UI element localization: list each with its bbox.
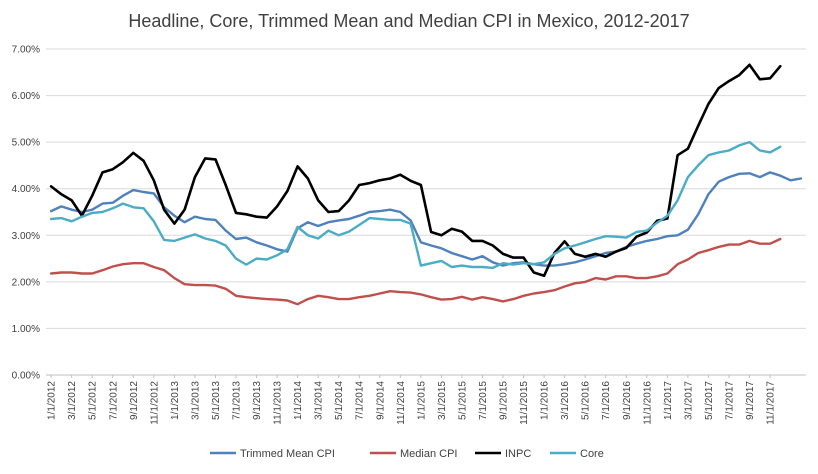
x-axis-ticks: 1/1/2012 3/1/2012 5/1/2012 7/1/2012 9/1/2012… — [47, 375, 777, 425]
x-tick-label: 11/1/2014 — [396, 381, 407, 425]
y-tick-label: 3.00% — [12, 231, 40, 242]
x-tick-label: 7/1/2016 — [601, 381, 612, 420]
chart-title: Headline, Core, Trimmed Mean and Median … — [128, 11, 689, 31]
legend-label: Median CPI — [400, 448, 457, 460]
x-tick-label: 7/1/2017 — [724, 381, 735, 420]
x-tick-label: 7/1/2015 — [478, 381, 489, 420]
x-tick-label: 1/1/2014 — [293, 381, 304, 420]
y-tick-label: 7.00% — [12, 45, 40, 56]
x-tick-label: 1/1/2016 — [540, 381, 551, 420]
x-tick-label: 11/1/2013 — [273, 381, 284, 425]
x-tick-label: 7/1/2013 — [232, 381, 243, 420]
y-tick-label: 4.00% — [12, 184, 40, 195]
x-tick-label: 5/1/2013 — [211, 381, 222, 420]
y-tick-label: 0.00% — [12, 371, 40, 382]
y-axis-ticks: 0.00% 1.00% 2.00% 3.00% 4.00% 5.00% 6.00% 7.00% — [12, 45, 40, 382]
x-tick-label: 5/1/2017 — [704, 381, 715, 420]
x-tick-label: 3/1/2015 — [437, 381, 448, 420]
series-line-core — [49, 140, 782, 270]
y-tick-label: 6.00% — [12, 91, 40, 102]
legend-label: Core — [580, 448, 604, 460]
x-tick-label: 1/1/2013 — [170, 381, 181, 420]
legend: Trimmed Mean CPI Median CPI INPC Core — [210, 448, 604, 460]
x-tick-label: 1/1/2017 — [663, 381, 674, 420]
series-line-median-cpi — [49, 237, 782, 306]
y-tick-label: 2.00% — [12, 277, 40, 288]
x-tick-label: 7/1/2014 — [355, 381, 366, 420]
x-tick-label: 3/1/2012 — [67, 381, 78, 420]
x-tick-label: 3/1/2014 — [314, 381, 325, 420]
x-tick-label: 11/1/2015 — [519, 381, 530, 425]
series-line-trimmed-mean-cpi — [49, 171, 803, 267]
x-tick-label: 5/1/2012 — [88, 381, 99, 420]
x-tick-label: 3/1/2016 — [560, 381, 571, 420]
x-tick-label: 9/1/2014 — [375, 381, 386, 420]
legend-label: Trimmed Mean CPI — [240, 448, 335, 460]
x-tick-label: 11/1/2017 — [766, 381, 777, 425]
x-tick-label: 3/1/2017 — [683, 381, 694, 420]
grid-layer — [46, 48, 806, 329]
x-tick-label: 9/1/2013 — [252, 381, 263, 420]
y-tick-label: 5.00% — [12, 138, 40, 149]
x-tick-label: 9/1/2016 — [622, 381, 633, 420]
x-tick-label: 9/1/2015 — [499, 381, 510, 420]
series-layer — [49, 63, 803, 306]
x-tick-label: 11/1/2016 — [642, 381, 653, 425]
x-tick-label: 3/1/2013 — [190, 381, 201, 420]
x-tick-label: 7/1/2012 — [108, 381, 119, 420]
y-tick-label: 1.00% — [12, 324, 40, 335]
x-tick-label: 9/1/2017 — [745, 381, 756, 420]
x-tick-label: 5/1/2016 — [581, 381, 592, 420]
legend-label: INPC — [505, 448, 531, 460]
x-tick-label: 1/1/2012 — [47, 381, 58, 420]
x-tick-label: 1/1/2015 — [416, 381, 427, 420]
x-tick-label: 9/1/2012 — [129, 381, 140, 420]
x-tick-label: 5/1/2014 — [334, 381, 345, 420]
x-tick-label: 5/1/2015 — [457, 381, 468, 420]
x-tick-label: 11/1/2012 — [149, 381, 160, 425]
